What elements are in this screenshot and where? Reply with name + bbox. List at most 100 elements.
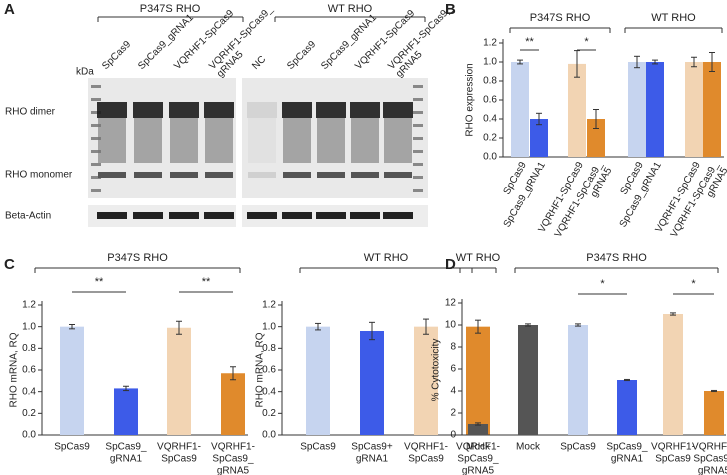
x-tick-label: gRNA1 <box>611 454 644 465</box>
ladder-band <box>413 176 423 179</box>
y-tick-label: 8 <box>450 342 456 353</box>
significance: ** <box>525 36 534 48</box>
bar <box>628 62 646 157</box>
monomer-band <box>384 172 412 178</box>
ladder-band <box>91 111 101 114</box>
smear <box>283 118 311 163</box>
group-label: P347S RHO <box>107 252 168 264</box>
panel-letter: C <box>4 256 15 273</box>
y-tick-label: 1.2 <box>22 300 36 311</box>
x-tick-label: gRNA1 <box>110 454 143 465</box>
actin-band <box>316 212 346 219</box>
y-tick-label: 0.8 <box>483 76 497 87</box>
bar <box>468 424 488 435</box>
bar <box>568 63 586 157</box>
y-tick-label: 6 <box>450 364 456 375</box>
ladder-band <box>413 111 423 114</box>
lane-label: NC <box>250 54 268 72</box>
x-tick-label: SpCas9_ <box>457 454 499 465</box>
actin-band <box>282 212 312 219</box>
panel-letter: A <box>4 1 15 18</box>
bar <box>704 391 724 435</box>
dimer-band <box>133 102 163 118</box>
group-label: P347S RHO <box>530 12 591 24</box>
ladder-band <box>91 98 101 101</box>
bar <box>587 119 605 157</box>
monomer-band <box>98 172 126 178</box>
bar <box>646 62 664 157</box>
x-tick-label: VQRHF1- <box>404 442 448 453</box>
bar <box>167 327 191 435</box>
x-tick-label: Mock <box>516 442 541 453</box>
dimer-band <box>282 102 312 118</box>
group-label: WT RHO <box>328 3 373 15</box>
y-tick-label: 1.0 <box>22 321 36 332</box>
y-tick-label: 4 <box>450 386 456 397</box>
bar <box>617 380 637 435</box>
bar <box>568 325 588 435</box>
y-axis-title: RHO expression <box>465 63 476 136</box>
y-tick-label: 0.6 <box>22 365 36 376</box>
x-tick-label: Mock <box>466 442 491 453</box>
ladder-band <box>413 98 423 101</box>
bar <box>360 331 384 435</box>
group-label: P347S RHO <box>140 3 201 15</box>
x-tick-label: SpCas9_ <box>212 454 254 465</box>
x-tick-label: gRNA5 <box>217 466 250 475</box>
ladder-band <box>91 176 101 179</box>
smear <box>384 118 412 163</box>
y-tick-label: 1.2 <box>262 300 276 311</box>
actin-band <box>383 212 413 219</box>
significance: * <box>691 278 696 290</box>
dimer-band <box>383 102 413 118</box>
monomer-band <box>205 172 233 178</box>
x-tick-label: SpCas9 <box>408 454 444 465</box>
monomer-band <box>283 172 311 178</box>
y-tick-label: 0.2 <box>22 408 36 419</box>
group-label: WT RHO <box>651 12 696 24</box>
lane-label: SpCas9_gRNA1 <box>319 12 379 72</box>
x-tick-label: SpCas9 <box>655 454 691 465</box>
significance: ** <box>95 276 104 288</box>
actin-band <box>97 212 127 219</box>
significance: * <box>600 278 605 290</box>
y-tick-label: 0.6 <box>262 365 276 376</box>
y-tick-label: 0.4 <box>262 386 276 397</box>
bar <box>414 326 438 435</box>
x-tick-label: gRNA1 <box>356 454 389 465</box>
ladder-band <box>91 137 101 140</box>
x-tick-label: VQRHF1- <box>692 442 727 453</box>
monomer-band <box>170 172 198 178</box>
y-tick-label: 0.0 <box>22 430 36 441</box>
ladder-band <box>91 163 101 166</box>
x-tick-label: SpCas9_ <box>606 442 648 453</box>
smear <box>317 118 345 163</box>
ladder-band <box>413 124 423 127</box>
ladder-band <box>91 124 101 127</box>
group-label: WT RHO <box>364 252 409 264</box>
ladder-band <box>413 163 423 166</box>
bar <box>703 62 721 157</box>
smear <box>248 118 276 163</box>
y-tick-label: 12 <box>445 298 457 309</box>
significance: * <box>584 36 589 48</box>
lane-label: SpCas9 <box>100 39 133 72</box>
y-tick-label: 1.0 <box>483 57 497 68</box>
y-tick-label: 10 <box>445 320 457 331</box>
y-axis-title: RHO mRNA, RQ <box>9 332 20 407</box>
bar <box>663 314 683 435</box>
panel-letter: B <box>445 1 456 18</box>
y-tick-label: 0.6 <box>483 95 497 106</box>
panel-letter: D <box>445 256 456 273</box>
y-axis-title: RHO mRNA, RQ <box>255 332 266 407</box>
x-tick-label: SpCas9 <box>560 442 596 453</box>
y-axis-title: % Cytotoxicity <box>431 339 442 402</box>
ladder-band <box>413 189 423 192</box>
x-tick-label: gRNA5 <box>698 466 727 475</box>
monomer-band <box>248 172 276 178</box>
smear <box>134 118 162 163</box>
actin-band <box>350 212 380 219</box>
smear <box>98 118 126 163</box>
actin-band <box>247 212 277 219</box>
